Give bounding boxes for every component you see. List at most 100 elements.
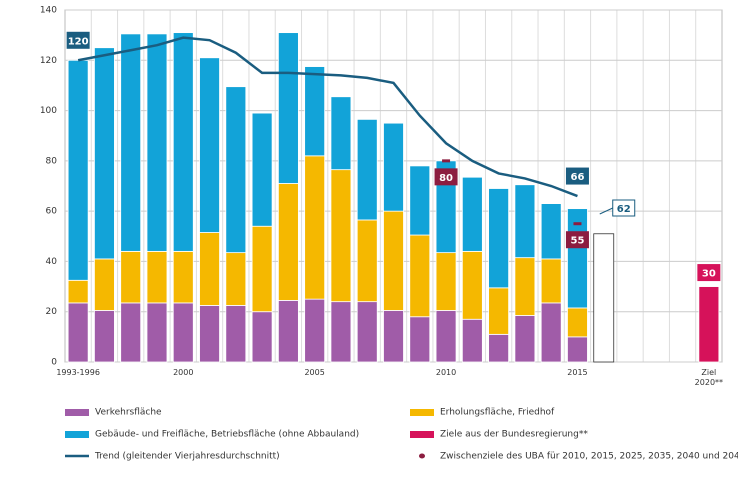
bar <box>593 233 615 363</box>
bar <box>330 169 352 303</box>
bar <box>356 219 378 303</box>
y-tick-label: 0 <box>51 358 57 368</box>
legend-swatch <box>65 409 89 416</box>
y-tick-label: 80 <box>46 156 58 166</box>
x-tick-label-box: 2000 <box>173 368 194 377</box>
value-label: 62 <box>617 204 631 215</box>
legend-swatch <box>410 431 434 438</box>
bar <box>567 336 588 363</box>
x-tick-label: 2010 <box>435 368 457 377</box>
bar <box>199 232 220 306</box>
value-label: 120 <box>68 36 89 47</box>
x-tick-label-box: Ziel 2020** <box>694 368 724 387</box>
bar <box>383 310 404 363</box>
bar <box>330 301 352 363</box>
y-tick-label: 60 <box>46 207 58 217</box>
bar <box>94 258 115 311</box>
bar <box>356 118 378 221</box>
legend-swatch <box>65 431 89 438</box>
value-label-box <box>434 168 458 186</box>
bar <box>172 250 194 304</box>
bar <box>146 302 168 363</box>
bar <box>567 307 588 338</box>
value-label: 80 <box>439 173 453 184</box>
y-tick-label: 120 <box>40 56 57 66</box>
bar <box>514 184 536 259</box>
value-label-box <box>697 264 721 282</box>
value-label: 55 <box>570 236 584 247</box>
legend-swatch <box>410 409 434 416</box>
bar <box>514 315 536 363</box>
value-label-box <box>565 167 589 185</box>
bar <box>409 316 431 363</box>
y-tick-label: 40 <box>46 257 58 267</box>
bar <box>540 203 562 260</box>
x-tick-label: 2015 <box>567 368 588 377</box>
bar <box>251 311 273 363</box>
bar <box>172 32 194 252</box>
x-tick-label-box: 2015 <box>567 368 588 377</box>
bar <box>540 258 562 304</box>
bar <box>461 176 483 252</box>
bar <box>488 287 510 335</box>
bar <box>304 155 326 300</box>
y-tick-label: 100 <box>40 106 57 116</box>
bar <box>488 333 510 363</box>
bar <box>356 301 378 363</box>
x-tick-label: 2005 <box>304 368 325 377</box>
bar <box>67 279 89 304</box>
bar <box>225 305 247 363</box>
bar <box>383 210 404 311</box>
bar <box>199 57 220 233</box>
bar <box>698 286 720 363</box>
value-label-box <box>66 31 90 49</box>
bar <box>120 33 142 252</box>
bar <box>409 165 431 236</box>
bar <box>251 225 273 313</box>
bar <box>94 47 115 260</box>
bar <box>67 302 89 363</box>
value-label: 66 <box>570 172 584 183</box>
x-tick-label-box: 1993-1996 <box>56 368 100 377</box>
bar <box>409 234 431 318</box>
y-tick-label: 140 <box>40 6 57 16</box>
bar <box>146 33 168 252</box>
bar <box>304 298 326 363</box>
bar <box>67 59 89 281</box>
x-tick-label-box: 2005 <box>304 368 325 377</box>
legend-label: Verkehrsfläche <box>95 408 162 418</box>
legend-label: Zwischenziele des UBA für 2010, 2015, 20… <box>440 452 738 462</box>
bar <box>120 302 142 363</box>
bar <box>461 250 483 320</box>
bar <box>304 66 326 157</box>
x-tick-label: 1993-1996 <box>56 368 100 377</box>
annotation-leader <box>599 207 613 215</box>
x-tick-label: 2000 <box>173 368 194 377</box>
bar <box>225 86 247 254</box>
legend-label: Erholungsfläche, Friedhof <box>440 408 555 418</box>
x-tick-label-box: 2010 <box>435 368 457 377</box>
bar <box>199 305 220 363</box>
value-label-box <box>612 199 636 217</box>
x-tick-label: Ziel 2020** <box>694 368 724 387</box>
bar <box>172 302 194 363</box>
trend-line <box>77 36 578 198</box>
bar <box>94 310 115 363</box>
bar <box>488 188 510 289</box>
bar <box>277 32 299 184</box>
legend-swatch <box>419 453 425 459</box>
legend-label: Trend (gleitender Vierjahresdurchschnitt… <box>94 452 280 462</box>
bar <box>330 96 352 171</box>
bar <box>146 250 168 304</box>
bar <box>514 257 536 316</box>
value-label: 30 <box>702 269 716 280</box>
legend-label: Gebäude- und Freifläche, Betriebsfläche … <box>95 430 359 440</box>
bar <box>461 318 483 363</box>
bar <box>435 252 457 311</box>
bar <box>225 252 247 306</box>
bar <box>383 122 404 212</box>
bar <box>435 310 457 363</box>
y-tick-label: 20 <box>46 307 58 317</box>
bar <box>277 299 299 363</box>
